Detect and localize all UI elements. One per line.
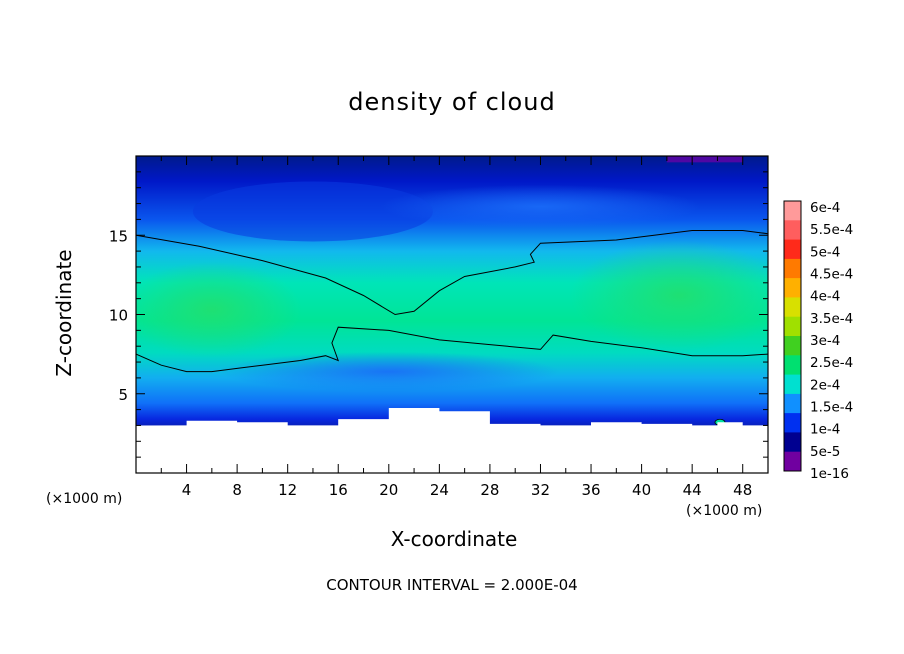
x-tick-label: 12 [278, 481, 297, 499]
high-density-region-right [569, 240, 768, 351]
colorbar-label: 3e-4 [810, 333, 840, 349]
y-tick-label: 15 [109, 227, 128, 245]
colorbar-label: 1e-4 [810, 422, 840, 438]
density-field [136, 156, 768, 473]
x-tick-label: 36 [581, 481, 600, 499]
colorbar-label: 4e-4 [810, 289, 840, 305]
x-tick-label: 44 [683, 481, 702, 499]
colorbar-swatch [784, 278, 801, 298]
y-tick-label: 10 [109, 307, 128, 325]
colorbar-swatch [784, 258, 801, 279]
colorbar-label: 5.5e-4 [810, 222, 853, 238]
colorbar-swatch [784, 336, 801, 356]
colorbar-label: 5e-4 [810, 244, 840, 260]
colorbar-label: 5e-5 [810, 444, 840, 460]
x-tick-label: 24 [430, 481, 449, 499]
chart-title: density of cloud [348, 88, 556, 116]
colorbar-swatch [784, 374, 801, 395]
colorbar-swatch [784, 432, 801, 453]
colorbar-swatch [784, 413, 801, 433]
low-density-band-upper [380, 184, 701, 229]
contour-interval-note: CONTOUR INTERVAL = 2.000E-04 [326, 576, 578, 594]
x-tick-label: 8 [232, 481, 242, 499]
x-tick-label: 48 [733, 481, 752, 499]
x-tick-label: 4 [182, 481, 192, 499]
colorbar-swatch [784, 316, 801, 337]
low-density-band-upper-left [192, 181, 433, 242]
low-density-band-lower [218, 351, 559, 392]
x-tick-label: 16 [329, 481, 348, 499]
top-edge-purple [666, 156, 743, 163]
colorbar: 6e-4 5.5e-4 5e-4 4.5e-4 4e-4 3.5e-4 3e-4 2.5e-4… [783, 200, 853, 482]
x-axis-label-text: X-coordinate [390, 527, 518, 551]
x-tick-label: 28 [480, 481, 499, 499]
x-unit-left: (×1000 m) [46, 491, 123, 507]
terrain-mask [136, 408, 768, 473]
colorbar-label: 2.5e-4 [810, 355, 853, 371]
colorbar-label: 1e-16 [810, 466, 849, 482]
colorbar-swatch [784, 355, 801, 376]
colorbar-label: 2e-4 [810, 377, 840, 393]
high-density-region-left [136, 261, 302, 358]
colorbar-label: 3.5e-4 [810, 311, 853, 327]
colorbar-swatch [784, 239, 801, 260]
x-tick-label: 20 [379, 481, 398, 499]
x-tick-label: 32 [531, 481, 550, 499]
colorbar-frame [783, 200, 802, 472]
x-unit-right: (×1000 m) [686, 503, 763, 519]
x-tick-label: 40 [632, 481, 651, 499]
colorbar-label: 6e-4 [810, 200, 840, 216]
colorbar-swatch [784, 451, 801, 472]
x-axis-label: X-coordinate [0, 527, 904, 551]
y-tick-label: 5 [118, 386, 128, 404]
contour-line-lower [136, 326, 768, 373]
colorbar-swatch [784, 220, 801, 241]
colorbar-swatch [784, 201, 801, 221]
colorbar-swatch [784, 393, 801, 414]
colorbar-swatch [784, 297, 801, 318]
colorbar-label: 1.5e-4 [810, 400, 853, 416]
colorbar-label: 4.5e-4 [810, 267, 853, 283]
contour-line-upper [136, 230, 768, 316]
